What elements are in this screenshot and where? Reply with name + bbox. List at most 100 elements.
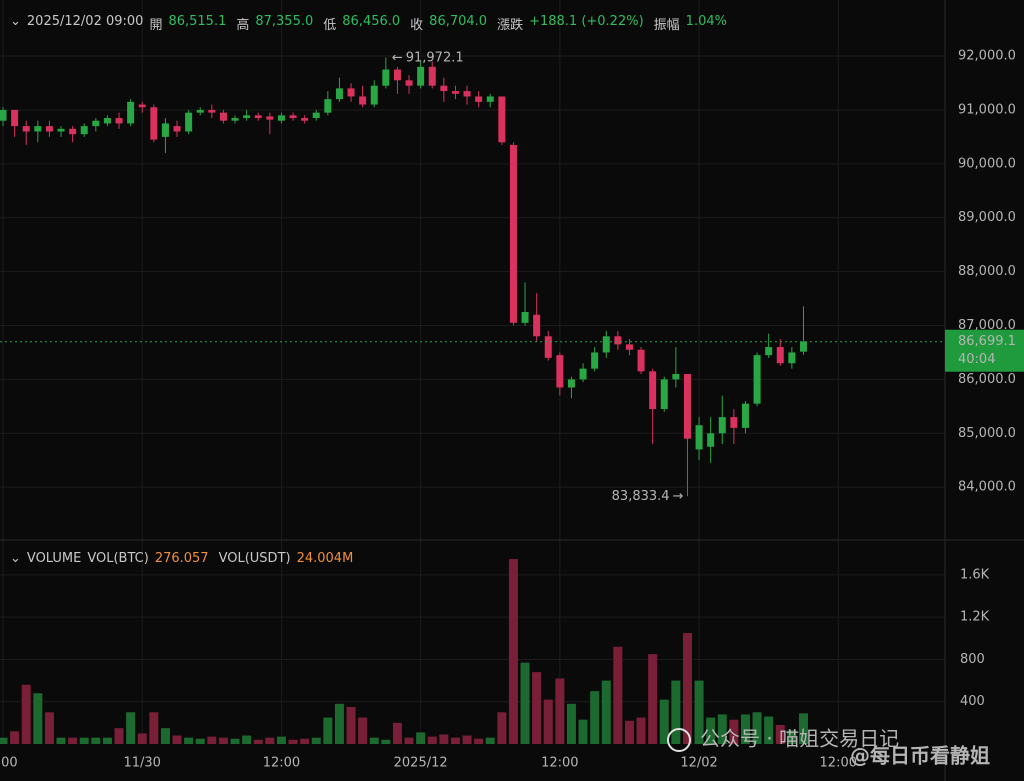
volume-bar [555,678,565,744]
volume-bar [717,714,727,744]
candle-body [718,417,726,434]
candle-body [672,374,680,380]
vol-value: 276.057 [154,551,209,566]
field-label: 漲跌 [497,18,524,33]
y-tick-label: 84,000.0 [958,480,1016,495]
candle-body [359,96,367,105]
volume-bar [91,737,101,744]
field-label: 收 [410,18,424,33]
volume-bar [474,738,484,744]
candle-body [115,118,123,124]
field-value: 86,456.0 [342,14,401,29]
volume-tick-label: 1.6K [960,567,990,582]
candle-body [428,66,436,86]
volume-bar [752,712,762,744]
volume-bar [671,680,681,744]
field-label: 開 [149,18,163,33]
field-value: +188.1 (+0.22%) [529,14,644,29]
volume-bar [311,737,321,744]
low-value: 83,833.4 [612,489,670,504]
volume-bar [114,728,124,744]
watermark-text: 公众号 · 喵姐交易日记 [700,727,899,751]
candle-body [11,109,19,127]
low-annotation: 83,833.4 → [612,489,684,504]
candle-body [567,379,575,388]
candle-body [683,374,691,439]
candle-body [637,349,645,372]
volume-bar [218,737,228,744]
candle-body [150,107,158,140]
candle-body [382,69,390,86]
volume-bar [346,707,356,744]
candle-body [417,66,425,86]
y-tick-label: 88,000.0 [958,264,1016,279]
vol-value: 24.004M [296,551,354,566]
volume-bar [497,712,507,744]
y-tick-label: 92,000.0 [958,49,1016,64]
volume-bar [543,699,553,744]
candle-body [243,115,251,119]
candle-body [788,352,796,364]
high-annotation: ← 91,972.1 [392,50,464,65]
candle-body [196,109,204,113]
volume-bar [485,737,495,744]
volume-bar [56,737,66,744]
candle-body [22,126,30,132]
candle-body [405,80,413,86]
candle-body [509,144,517,323]
collapse-icon[interactable]: ⌄ [10,14,21,29]
candle-body [208,109,216,113]
field-value: 86,704.0 [429,14,488,29]
volume-bar [381,739,391,744]
volume-bar [300,738,310,744]
candle-body [57,128,65,132]
candle-body [799,341,807,352]
volume-bar [102,737,112,744]
y-tick-label: 86,000.0 [958,372,1016,387]
x-tick-label: 11/30 [123,756,160,771]
volume-bar [450,737,460,744]
candle-body [591,352,599,369]
volume-bar [126,712,136,744]
y-tick-label: 90,000.0 [958,156,1016,171]
candle-body [231,118,239,121]
volume-bar [404,737,414,744]
candle-body [649,371,657,410]
candle-body [660,379,668,410]
candle-body [219,112,227,121]
candle-body [312,112,320,119]
volume-bar [590,691,600,744]
vol-label: VOL(USDT) [218,551,291,566]
y-tick-label: 89,000.0 [958,210,1016,225]
field-label: 低 [323,18,337,33]
y-tick-label: 91,000.0 [958,102,1016,117]
watermark-icon [667,728,691,752]
volume-bar [10,731,20,744]
candle-body [730,417,738,428]
volume-bar [520,662,530,744]
volume-bar [416,732,426,744]
volume-bar [33,693,43,744]
candle-body [625,344,633,350]
volume-bar [532,672,542,744]
candle-body [127,101,135,124]
candle-body [324,99,332,113]
candle-body [498,96,506,143]
volume-bar [195,738,205,744]
x-tick-label: 2025/12 [394,756,448,771]
field-value: 86,515.1 [168,14,227,29]
field-value: 1.04% [685,14,727,29]
volume-bar [682,633,692,744]
collapse-icon[interactable]: ⌄ [10,551,21,566]
volume-bar [624,720,634,744]
volume-title: VOLUME [26,551,82,566]
volume-bar [288,739,298,744]
volume-bar [207,736,217,744]
field-label: 高 [236,18,250,33]
x-tick-label: 12:00 [820,756,857,771]
candle-body [614,336,622,345]
x-tick-label: 0:00 [0,756,18,771]
volume-bar [462,735,472,744]
